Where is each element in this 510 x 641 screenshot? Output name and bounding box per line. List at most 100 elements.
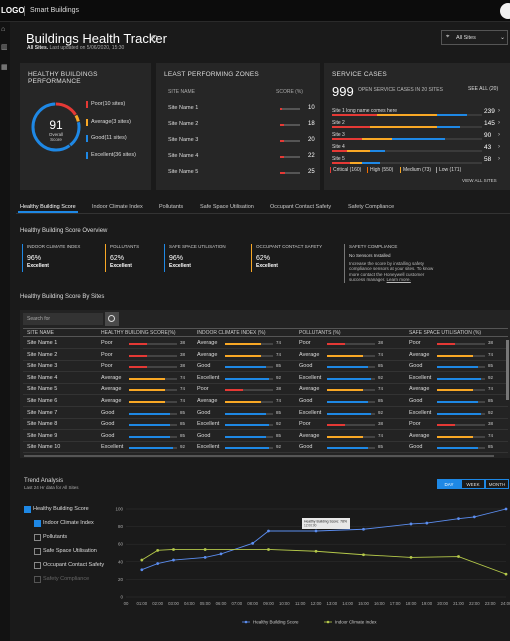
horizontal-scrollbar[interactable]	[24, 455, 494, 457]
cell-bar	[225, 424, 273, 427]
data-point[interactable]	[267, 529, 270, 533]
data-point[interactable]	[362, 553, 365, 557]
th-indoor-climate-index[interactable]: INDOOR CLIMATE INDEX (%)	[197, 330, 266, 336]
data-point[interactable]	[219, 552, 223, 556]
th-pollutants[interactable]: POLLUTANTS (%)	[299, 330, 341, 336]
logo[interactable]: LOGO	[1, 6, 25, 15]
table-row[interactable]: Site Name 9 Good 85 Good 85 Average 74 Average 7…	[23, 431, 508, 442]
table-row[interactable]: Site Name 4 Average 74 Excellent 92 Excellent…	[23, 373, 508, 384]
service-case-row[interactable]: Site 2 145 ›	[332, 120, 504, 132]
grid-icon[interactable]: ▦	[1, 64, 8, 71]
check-indoor-climate-index[interactable]: Indoor Climate Index	[34, 520, 94, 527]
chevron-right-icon[interactable]: ›	[498, 132, 500, 138]
table-row[interactable]: Site Name 10 Excellent 92 Excellent 92 Good 85…	[23, 442, 508, 454]
data-point[interactable]	[362, 527, 365, 531]
check-safe-space-utilisation[interactable]: Safe Space Utilisation	[34, 548, 97, 555]
performance-card: HEALTHY BUILDINGS PERFORMANCE 91 Overall…	[20, 63, 151, 190]
check-occupant-contact-safety[interactable]: Occupant Contact Safety	[34, 562, 104, 569]
data-point[interactable]	[172, 558, 175, 562]
info-icon[interactable]: i	[151, 35, 158, 42]
range-day-button[interactable]: DAY	[437, 479, 461, 489]
chevron-right-icon[interactable]: ›	[498, 120, 500, 126]
check-healthy-building-score[interactable]: Healthy Building Score	[24, 506, 89, 513]
chevron-right-icon[interactable]: ›	[498, 108, 500, 114]
service-case-row[interactable]: Site 3 90 ›	[332, 132, 504, 144]
table-row[interactable]: Site Name 7 Good 85 Good 85 Excellent 92 Excell…	[23, 408, 508, 419]
cell-bar	[437, 354, 485, 357]
x-tick-label: 17:00	[390, 601, 401, 606]
data-point[interactable]	[504, 572, 508, 576]
data-point[interactable]	[314, 549, 318, 553]
avatar[interactable]	[500, 3, 510, 19]
chevron-right-icon[interactable]: ›	[498, 144, 500, 150]
lp-row[interactable]: Site Name 1 10	[168, 105, 315, 115]
lp-row[interactable]: Site Name 3 20	[168, 137, 315, 147]
chart-icon[interactable]: ▥	[1, 44, 8, 51]
service-case-row[interactable]: Site 5 58 ›	[332, 156, 504, 168]
data-point[interactable]	[457, 517, 460, 521]
data-point[interactable]	[156, 562, 160, 565]
tab-occupant-contact-safety[interactable]: Occupant Contact Safety	[270, 204, 332, 210]
data-point[interactable]	[409, 556, 413, 559]
table-row[interactable]: Site Name 2 Poor 38 Average 74 Average 74 Avera…	[23, 350, 508, 361]
chevron-right-icon[interactable]: ›	[498, 156, 500, 162]
data-point[interactable]	[251, 541, 255, 545]
data-point[interactable]	[140, 558, 144, 562]
vertical-scrollbar[interactable]	[506, 340, 509, 400]
table-row[interactable]: Site Name 8 Good 85 Excellent 92 Poor 38 Poor 38	[23, 419, 508, 431]
cell-site-name: Site Name 7	[27, 409, 58, 416]
cell-value: 38	[488, 421, 494, 427]
table-row[interactable]: Site Name 3 Poor 38 Good 85 Good 85 Good 85	[23, 361, 508, 373]
service-case-row[interactable]: Site 1 long name comes here 239 ›	[332, 108, 504, 120]
view-all-sites-link[interactable]: VIEW ALL SITES	[462, 178, 497, 183]
cell-level: Average	[299, 386, 320, 393]
data-point[interactable]	[203, 548, 207, 551]
data-point[interactable]	[409, 522, 413, 526]
data-point[interactable]	[203, 556, 207, 559]
lp-row[interactable]: Site Name 2 18	[168, 121, 315, 131]
lp-row[interactable]: Site Name 4 22	[168, 153, 315, 163]
range-week-button[interactable]: WEEK	[461, 479, 485, 489]
data-point[interactable]	[140, 568, 144, 572]
data-point[interactable]	[267, 548, 270, 551]
search-icon[interactable]	[105, 312, 119, 326]
home-icon[interactable]: ⌂	[1, 26, 6, 33]
table-row[interactable]: Site Name 6 Average 74 Average 74 Good 85 Good 8…	[23, 396, 508, 407]
table-row[interactable]: Site Name 1 Poor 38 Average 74 Poor 38 Poor 38	[23, 338, 508, 349]
tab-pollutants[interactable]: Pollutants	[159, 204, 184, 210]
compliance-description: Increase the score by installing safety …	[349, 260, 434, 283]
th-healthy-building-score[interactable]: HEALTHY BUILDING SCORE(%)	[101, 330, 176, 336]
data-point[interactable]	[314, 529, 318, 533]
legend-label[interactable]: Healthy Building Score	[253, 620, 299, 625]
tab-safety-compliance[interactable]: Safety Compliance	[348, 204, 395, 210]
cell-level: Excellent	[299, 374, 322, 381]
tab-healthy-building-score[interactable]: Healthy Building Score	[20, 204, 76, 210]
search-input[interactable]: Search for	[23, 313, 103, 325]
table-row[interactable]: Site Name 5 Average 74 Poor 38 Average 74 Avera…	[23, 384, 508, 396]
data-point[interactable]	[472, 515, 476, 519]
see-all-link[interactable]: SEE ALL (20)	[468, 86, 499, 92]
legend-label[interactable]: Indoor Climate Index	[335, 620, 377, 625]
tab-safe-space-utilisation[interactable]: Safe Space Utilisation	[200, 204, 254, 210]
cell-site-name: Site Name 5	[27, 386, 58, 393]
check-pollutants[interactable]: Pollutants	[34, 534, 67, 541]
x-tick-label: 11:00	[295, 601, 306, 606]
cell-bar	[327, 343, 375, 345]
learn-more-link[interactable]: Learn more.	[386, 277, 411, 282]
th-site-name[interactable]: SITE NAME	[27, 330, 54, 336]
service-cases-subtitle: OPEN SERVICE CASES IN 20 SITES	[358, 87, 443, 93]
data-point[interactable]	[457, 555, 460, 558]
data-point[interactable]	[172, 548, 175, 551]
trend-chart[interactable]: 0 20 40 60 80 100 00 01:00 02:00 03:00 04:00 05:00 0…	[112, 503, 510, 631]
page-subtitle: All Sites. Last updated on 5/06/2020, 15…	[27, 45, 124, 51]
tab-indoor-climate-index[interactable]: Indoor Climate Index	[92, 204, 143, 210]
range-month-button[interactable]: MONTH	[485, 479, 509, 489]
data-point[interactable]	[156, 548, 160, 552]
lp-row[interactable]: Site Name 5 25	[168, 169, 315, 179]
th-safe-space-utilisation[interactable]: SAFE SPACE UTILISATION (%)	[409, 330, 482, 336]
service-case-count: 239	[484, 108, 495, 115]
site-select[interactable]: ⌖ All Sites ⌄	[441, 30, 508, 45]
data-point[interactable]	[504, 507, 508, 511]
service-case-row[interactable]: Site 4 43 ›	[332, 144, 504, 156]
data-point[interactable]	[425, 521, 429, 525]
